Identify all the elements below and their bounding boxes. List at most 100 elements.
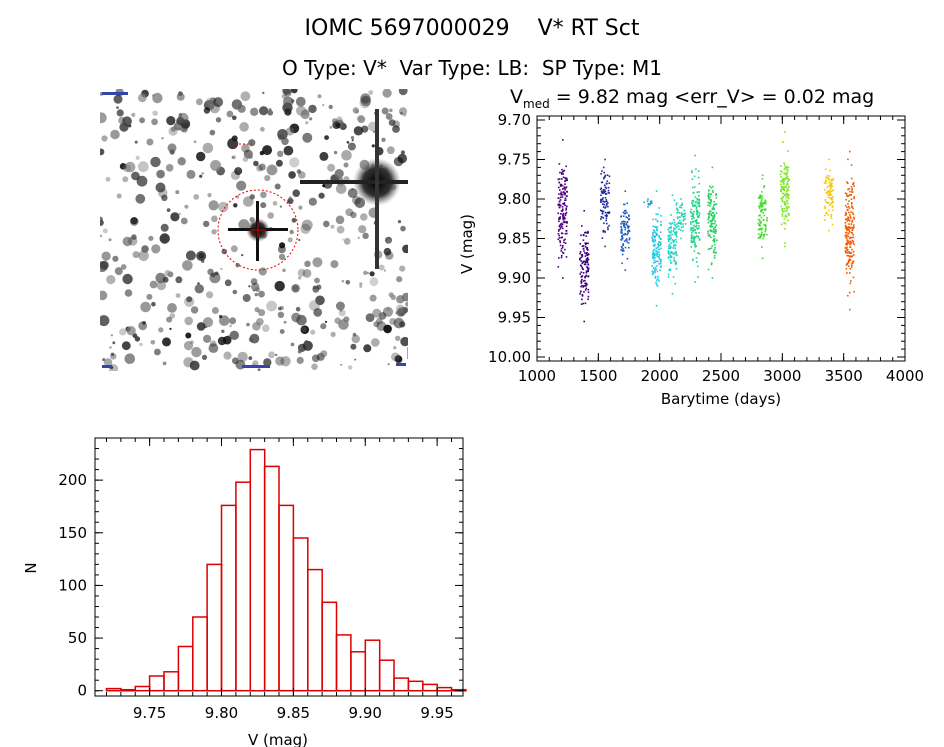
sky-blob xyxy=(360,213,368,221)
lc-point xyxy=(600,200,602,203)
lc-point xyxy=(671,293,674,295)
sky-blob xyxy=(239,122,249,132)
lc-point xyxy=(712,191,714,193)
sky-blob xyxy=(226,110,234,118)
lc-point xyxy=(667,237,670,240)
lc-point xyxy=(758,196,761,198)
lc-point xyxy=(676,207,678,210)
lc-point xyxy=(780,183,782,186)
lc-point xyxy=(832,178,835,180)
lc-point xyxy=(845,267,848,270)
lc-point xyxy=(560,236,563,239)
sky-blob xyxy=(268,351,275,359)
lc-point xyxy=(654,275,657,278)
lc-point xyxy=(782,181,784,184)
lc-point xyxy=(696,227,698,229)
lc-point xyxy=(585,271,588,274)
lc-point xyxy=(564,177,566,179)
lc-point xyxy=(558,217,560,219)
lc-point xyxy=(566,222,568,224)
lc-point xyxy=(566,195,568,197)
lc-point xyxy=(679,219,681,222)
sky-blob xyxy=(400,336,408,347)
lc-point xyxy=(624,190,627,192)
sky-blob xyxy=(248,356,253,360)
lc-point xyxy=(561,209,564,212)
lc-point xyxy=(560,191,563,193)
lc-point xyxy=(692,258,694,261)
lc-point xyxy=(832,196,834,198)
lc-point xyxy=(564,197,567,199)
lc-point xyxy=(691,221,694,223)
lc-point xyxy=(558,220,560,223)
lc-point xyxy=(708,202,711,205)
sky-blob xyxy=(151,244,161,254)
lc-point xyxy=(624,232,626,235)
lc-point xyxy=(784,214,787,217)
lc-point xyxy=(757,218,760,221)
lc-point xyxy=(784,222,787,225)
lc-point xyxy=(649,200,652,203)
lc-point xyxy=(659,269,661,271)
sky-blob xyxy=(166,316,173,323)
sky-blob xyxy=(103,358,113,367)
lc-point xyxy=(830,193,833,196)
lc-point xyxy=(606,212,609,214)
sky-noise xyxy=(100,89,408,371)
lc-point xyxy=(679,229,682,231)
lc-point xyxy=(628,237,631,239)
lc-point xyxy=(698,195,700,197)
sky-blob xyxy=(258,267,267,276)
lc-point xyxy=(759,195,761,197)
lc-point xyxy=(829,169,831,172)
hist-bar xyxy=(249,448,266,692)
lc-series-2105 xyxy=(667,194,678,295)
lc-point xyxy=(707,195,710,198)
lc-point xyxy=(581,294,584,296)
sky-blob xyxy=(152,110,158,116)
lc-point xyxy=(707,216,710,219)
lc-point xyxy=(782,141,784,143)
sky-blob xyxy=(304,340,309,345)
lc-point xyxy=(698,216,700,218)
lc-point xyxy=(670,223,672,225)
lc-point xyxy=(559,241,562,244)
sky-blob xyxy=(131,234,137,240)
sky-blob xyxy=(358,225,367,234)
lc-point xyxy=(680,237,682,240)
lc-point xyxy=(627,242,630,244)
lc-point xyxy=(566,190,568,193)
lc-point xyxy=(671,222,673,224)
lc-point xyxy=(852,228,854,231)
sky-blob xyxy=(137,93,147,103)
lc-point xyxy=(844,234,847,237)
lc-point xyxy=(766,233,768,236)
sky-blob xyxy=(317,94,322,99)
lc-point xyxy=(558,234,560,237)
lc-point xyxy=(602,166,605,169)
lc-point xyxy=(564,178,567,180)
sky-blob xyxy=(302,132,313,143)
lc-point xyxy=(564,214,567,217)
sky-blob xyxy=(224,279,232,287)
lc-point xyxy=(694,219,697,222)
sky-blob xyxy=(119,163,127,170)
sky-blob xyxy=(230,245,238,253)
sky-blob xyxy=(185,332,192,339)
sky-blob xyxy=(297,349,302,354)
lc-point xyxy=(715,197,718,199)
lc-point xyxy=(579,258,581,261)
lc-point xyxy=(655,304,658,307)
hist-x-tick-label: 9.80 xyxy=(205,704,238,722)
lc-point xyxy=(708,192,710,195)
lc-point xyxy=(671,252,673,254)
lc-point xyxy=(783,164,786,166)
lc-point xyxy=(832,189,834,191)
sky-blob xyxy=(100,148,105,156)
lc-point xyxy=(690,208,693,211)
lc-point xyxy=(562,221,565,223)
lc-point xyxy=(581,295,584,297)
sky-blob xyxy=(237,104,246,113)
sky-blob xyxy=(100,234,103,238)
lc-point xyxy=(694,244,696,246)
